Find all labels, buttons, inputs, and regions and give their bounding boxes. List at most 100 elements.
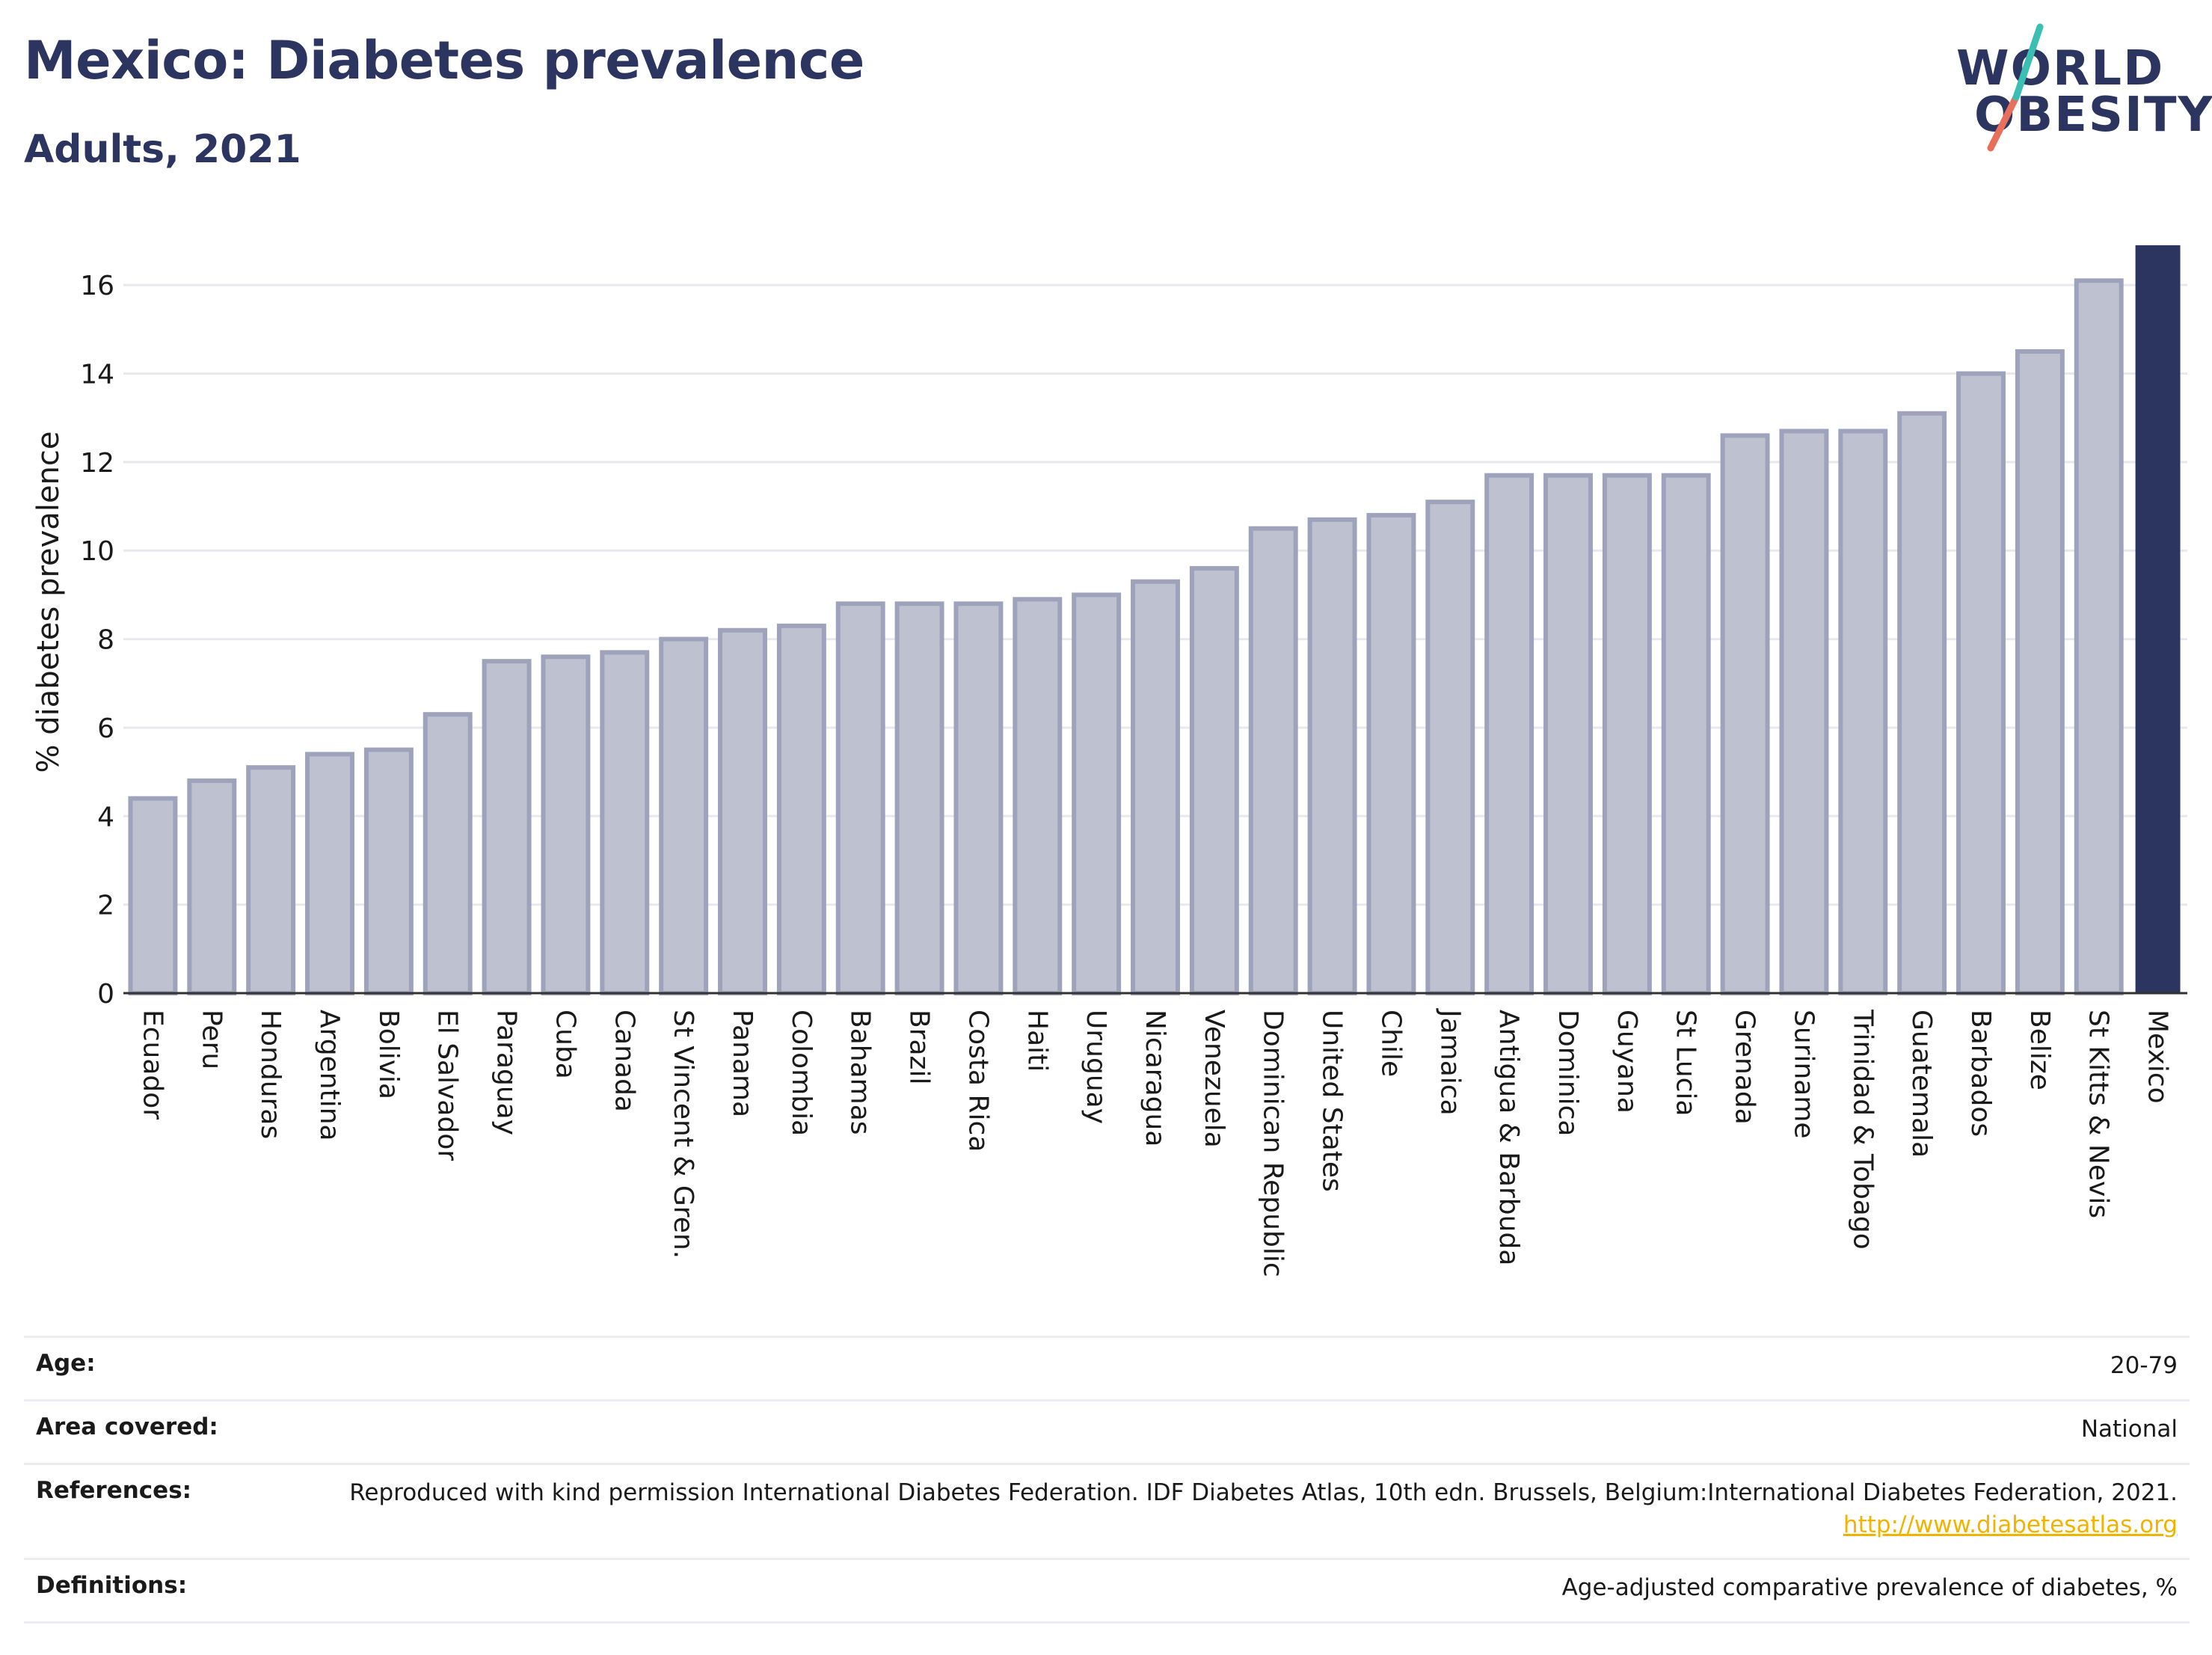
y-tick-label: 6 bbox=[97, 713, 114, 744]
x-tick-label: Peru bbox=[196, 1010, 227, 1069]
x-tick-label: Ecuador bbox=[137, 1010, 168, 1120]
x-tick-label: Jamaica bbox=[1434, 1008, 1465, 1116]
bar-st-lucia bbox=[1661, 473, 1711, 995]
x-tick-label: Barbados bbox=[1965, 1010, 1996, 1137]
x-tick-label: Chile bbox=[1375, 1010, 1406, 1077]
info-table: Age: 20-79 Area covered: National Refere… bbox=[24, 1336, 2190, 1624]
x-tick-label: Bahamas bbox=[845, 1010, 876, 1135]
x-tick-label: Cuba bbox=[550, 1010, 580, 1079]
y-tick-label: 16 bbox=[80, 271, 114, 301]
definitions-value: Age-adjusted comparative prevalence of d… bbox=[272, 1558, 2190, 1624]
bar-chile bbox=[1366, 512, 1416, 995]
references-value: Reproduced with kind permission Internat… bbox=[272, 1463, 2190, 1560]
x-tick-label: Mexico bbox=[2142, 1010, 2173, 1104]
bar-st-vincent-gren- bbox=[659, 636, 709, 996]
info-row-age: Age: 20-79 bbox=[24, 1336, 2190, 1401]
bar-argentina bbox=[305, 752, 354, 996]
y-axis-label: % diabetes prevalence bbox=[31, 431, 66, 773]
x-tick-label: Antigua & Barbuda bbox=[1493, 1010, 1524, 1265]
x-tick-label: Venezuela bbox=[1199, 1010, 1229, 1148]
bar-suriname bbox=[1779, 429, 1829, 995]
bar-nicaragua bbox=[1131, 579, 1180, 995]
page-title: Mexico: Diabetes prevalence bbox=[24, 30, 864, 91]
tick-labels: 0 2 4 6 8 10 12 14 16 Ecuador Peru Honduras Argentin… bbox=[80, 271, 2172, 1277]
bar-barbados bbox=[1956, 371, 2006, 995]
bar-bolivia bbox=[363, 747, 414, 995]
bar-paraguay bbox=[482, 659, 532, 995]
logo-slash-icon bbox=[1987, 23, 2044, 152]
y-tick-label: 4 bbox=[97, 802, 114, 832]
bar-dominican-republic bbox=[1248, 526, 1298, 995]
x-tick-label: Bolivia bbox=[373, 1010, 404, 1099]
y-tick-label: 14 bbox=[80, 360, 114, 390]
x-tick-label: Uruguay bbox=[1081, 1010, 1111, 1124]
references-link[interactable]: http://www.diabetesatlas.org bbox=[1843, 1511, 2178, 1539]
bar-canada bbox=[600, 650, 650, 995]
bar-guyana bbox=[1602, 473, 1652, 995]
x-tick-label: Colombia bbox=[786, 1010, 817, 1136]
x-tick-label: Guyana bbox=[1612, 1010, 1642, 1114]
x-tick-label: Trinidad & Tobago bbox=[1847, 1009, 1878, 1250]
bars bbox=[128, 245, 2181, 996]
x-tick-label: Belize bbox=[2024, 1010, 2055, 1090]
x-tick-label: Panama bbox=[727, 1010, 758, 1117]
area-label: Area covered: bbox=[24, 1399, 272, 1465]
bar-mexico bbox=[2135, 245, 2181, 994]
bar-haiti bbox=[1013, 597, 1063, 995]
x-tick-label: Canada bbox=[609, 1010, 639, 1112]
bar-honduras bbox=[246, 765, 296, 995]
logo-word-world: WORLD bbox=[1956, 41, 2165, 96]
bar-cuba bbox=[541, 654, 591, 996]
y-tick-label: 10 bbox=[80, 536, 114, 567]
age-value: 20-79 bbox=[272, 1336, 2190, 1401]
bar-belize bbox=[2015, 348, 2065, 995]
bar-united-states bbox=[1307, 517, 1357, 995]
bar-bahamas bbox=[835, 601, 885, 995]
bar-trinidad-tobago bbox=[1838, 429, 1888, 995]
x-tick-label: Suriname bbox=[1788, 1010, 1819, 1139]
bar-dominica bbox=[1543, 473, 1593, 995]
x-tick-label: St Lucia bbox=[1671, 1010, 1701, 1117]
info-row-references: References: Reproduced with kind permiss… bbox=[24, 1463, 2190, 1560]
bar-peru bbox=[187, 778, 237, 995]
bar-st-kitts-nevis bbox=[2074, 278, 2124, 995]
bar-grenada bbox=[1720, 433, 1770, 995]
y-tick-label: 0 bbox=[97, 979, 114, 1010]
x-tick-label: St Kitts & Nevis bbox=[2083, 1010, 2114, 1218]
x-tick-label: St Vincent & Gren. bbox=[668, 1010, 698, 1259]
bar-chart: 0 2 4 6 8 10 12 14 16 Ecuador Peru Honduras Argentin… bbox=[31, 245, 2187, 1277]
y-tick-label: 2 bbox=[97, 891, 114, 921]
x-tick-label: El Salvador bbox=[432, 1010, 463, 1161]
bar-colombia bbox=[776, 623, 826, 995]
references-text: Reproduced with kind permission Internat… bbox=[349, 1479, 2178, 1506]
x-tick-label: Guatemala bbox=[1906, 1010, 1937, 1158]
info-row-definitions: Definitions: Age-adjusted comparative pr… bbox=[24, 1558, 2190, 1624]
x-tick-label: Honduras bbox=[255, 1010, 286, 1139]
area-value: National bbox=[272, 1399, 2190, 1465]
x-tick-label: Nicaragua bbox=[1140, 1010, 1170, 1146]
bar-costa-rica bbox=[953, 601, 1004, 995]
bar-panama bbox=[718, 627, 767, 995]
x-tick-label: United States bbox=[1317, 1010, 1348, 1192]
bar-guatemala bbox=[1897, 411, 1947, 995]
y-tick-label: 12 bbox=[80, 448, 114, 479]
bar-jamaica bbox=[1425, 500, 1475, 995]
x-tick-label: Haiti bbox=[1021, 1010, 1052, 1072]
x-tick-label: Dominican Republic bbox=[1258, 1010, 1288, 1277]
age-label: Age: bbox=[24, 1336, 272, 1401]
world-obesity-logo: WORLD OBESITY bbox=[1944, 22, 2212, 157]
y-tick-label: 8 bbox=[97, 625, 114, 656]
info-row-area: Area covered: National bbox=[24, 1399, 2190, 1465]
definitions-label: Definitions: bbox=[24, 1558, 272, 1624]
x-tick-label: Brazil bbox=[904, 1010, 935, 1084]
bar-el-salvador bbox=[423, 712, 473, 995]
bar-antigua-barbuda bbox=[1484, 473, 1534, 995]
x-tick-label: Dominica bbox=[1552, 1010, 1583, 1137]
page-subtitle: Adults, 2021 bbox=[24, 127, 301, 172]
bar-ecuador bbox=[128, 796, 178, 995]
references-label: References: bbox=[24, 1463, 272, 1560]
x-tick-label: Argentina bbox=[314, 1010, 345, 1141]
x-tick-label: Paraguay bbox=[491, 1010, 522, 1135]
bar-uruguay bbox=[1072, 592, 1122, 995]
bar-venezuela bbox=[1189, 565, 1239, 995]
